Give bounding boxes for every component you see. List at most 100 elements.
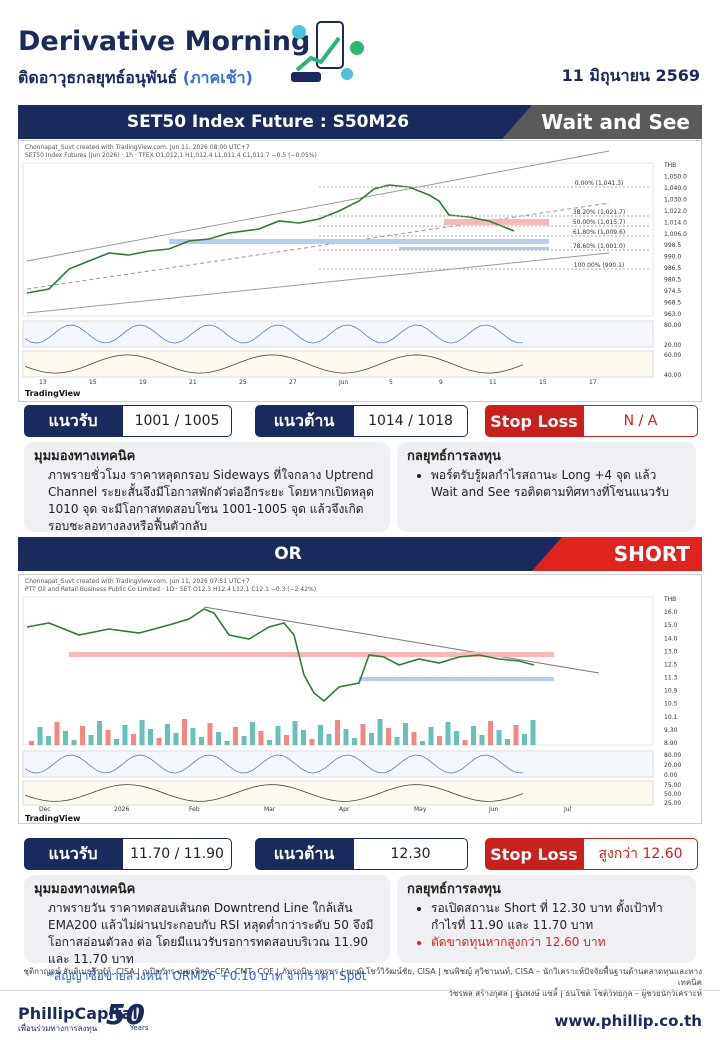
volume-decor xyxy=(352,738,357,745)
support-zone xyxy=(399,247,549,250)
volume-decor xyxy=(267,740,272,745)
signal: Wait and See xyxy=(502,105,702,139)
volume-decor xyxy=(199,737,204,745)
fib-label: 78.60% (1,001.0) xyxy=(573,243,625,250)
panel-label: 80.00 xyxy=(664,752,681,759)
x-label: May xyxy=(414,806,427,813)
volume-decor xyxy=(369,733,374,745)
fib-label: 61.80% (1,009.6) xyxy=(573,229,625,236)
strategy-list: พอร์ตรับรู้ผลกำไรสถานะ Long +4 จุด แล้ว … xyxy=(407,467,686,501)
x-label: Apr xyxy=(339,806,350,813)
tagline: เพื่อนร่วมทางการลงทุน xyxy=(18,1024,98,1033)
analyst-line: วัชรพล สร้างกุศล | ฐิมพงษ์ แซ่ลี้ | ธนโช… xyxy=(448,989,702,998)
y-label: 980.5 xyxy=(664,277,681,284)
volume-decor xyxy=(131,734,136,745)
panel-label: 0.00 xyxy=(664,772,678,779)
indicator-decor xyxy=(24,754,524,774)
volume-decor xyxy=(258,731,264,745)
volume-decor xyxy=(377,719,383,745)
y-label: 990.0 xyxy=(664,254,681,261)
volume-decor xyxy=(420,741,425,745)
x-label: 17 xyxy=(589,379,597,386)
volume-decor xyxy=(182,719,187,745)
x-label: 2026 xyxy=(114,806,129,813)
technical-heading: มุมมองทางเทคนิค xyxy=(34,449,136,464)
volume-decor xyxy=(250,722,255,745)
volume-decor xyxy=(46,736,51,745)
volume-decor xyxy=(335,720,340,745)
y-label: THB xyxy=(663,162,676,169)
volume-decor xyxy=(428,727,434,745)
volume-decor xyxy=(105,730,111,745)
stop_loss-value: N / A xyxy=(583,405,698,437)
y-label: 11.3 xyxy=(664,675,678,682)
y-label: 16.0 xyxy=(664,609,678,616)
chart-brand: TradingView xyxy=(25,389,81,398)
support-value: 11.70 / 11.90 xyxy=(122,838,232,870)
volume-decor xyxy=(386,728,391,745)
volume-decor xyxy=(411,732,417,745)
volume-decor xyxy=(360,724,366,745)
anniversary: 50 xyxy=(106,998,145,1031)
panel-label: 40.00 xyxy=(664,372,681,379)
volume-decor xyxy=(54,722,60,745)
x-label: 15 xyxy=(539,379,547,386)
fib-label: 100.00% (990.1) xyxy=(574,262,624,269)
volume-decor xyxy=(173,733,179,745)
x-label: Dec xyxy=(39,806,51,813)
y-label: 998.5 xyxy=(664,242,681,249)
date: 11 มิถุนายน 2569 xyxy=(561,66,700,85)
volume-decor xyxy=(437,736,442,745)
support-label: แนวรับ xyxy=(24,838,122,870)
technical-box: มุมมองทางเทคนิค ภาพรายวัน ราคาทดสอบเส้นกด… xyxy=(24,875,390,983)
volume-decor xyxy=(97,721,102,745)
y-label: 10.5 xyxy=(664,701,678,708)
strategy-heading: กลยุทธ์การลงทุน xyxy=(407,449,501,464)
volume-decor xyxy=(80,726,85,745)
volume-decor xyxy=(275,726,281,745)
indicator-panel xyxy=(22,320,654,348)
support-zone xyxy=(169,239,549,244)
subtitle-main: ติดอาวุธกลยุทธ์อนุพันธ์ xyxy=(18,68,178,87)
chart-brand: TradingView xyxy=(25,814,81,823)
analyst-line: ชุติกาญจน์ สันติเมธวิรุฬห์, CISA | ณปิยภ… xyxy=(23,967,702,987)
y-label: 10.9 xyxy=(664,688,678,695)
volume-decor xyxy=(505,739,510,745)
analysts: ชุติกาญจน์ สันติเมธวิรุฬห์, CISA | ณปิยภ… xyxy=(18,966,702,999)
y-label: 15.0 xyxy=(664,622,678,629)
chart-frame: Chonnapat_Suvt created with TradingView.… xyxy=(18,140,702,402)
chart-symbol: SET50 Index Futures (Jun 2026) · 1h · TF… xyxy=(25,152,317,159)
x-label: Jun xyxy=(488,806,499,813)
panel-label: 75.00 xyxy=(664,782,681,789)
chart-symbol: PTT Oil and Retail Business Public Co Li… xyxy=(25,586,316,593)
y-label: 974.5 xyxy=(664,288,681,295)
divider xyxy=(0,990,720,991)
volume-decor xyxy=(233,727,238,745)
indicator-decor xyxy=(24,354,524,374)
volume-decor xyxy=(114,739,119,745)
volume-decor xyxy=(139,720,145,745)
volume-decor xyxy=(301,730,306,745)
indicator-decor xyxy=(24,784,524,802)
website[interactable]: www.phillip.co.th xyxy=(554,1012,702,1030)
volume-decor xyxy=(148,729,153,745)
volume-decor xyxy=(284,735,289,745)
y-label: 14.0 xyxy=(664,635,678,642)
brand: PhillipCapital xyxy=(18,1004,138,1023)
panel-label: 20.00 xyxy=(664,762,681,769)
resistance-value: 1014 / 1018 xyxy=(353,405,468,437)
volume-decor xyxy=(241,736,247,745)
x-label: 19 xyxy=(139,379,147,386)
y-label: 968.5 xyxy=(664,300,681,307)
volume-decor xyxy=(394,737,400,745)
y-label: 963.0 xyxy=(664,311,681,318)
chart-credit: Chonnapat_Suvt created with TradingView.… xyxy=(25,578,250,585)
x-label: Jun xyxy=(338,379,349,386)
y-label: 8.90 xyxy=(664,740,678,747)
y-label: 12.5 xyxy=(664,661,678,668)
x-label: 13 xyxy=(39,379,47,386)
x-label: 15 xyxy=(89,379,97,386)
subtitle-accent: (ภาคเช้า) xyxy=(182,68,253,87)
strategy-bullet: พอร์ตรับรู้ผลกำไรสถานะ Long +4 จุด แล้ว … xyxy=(431,467,686,501)
